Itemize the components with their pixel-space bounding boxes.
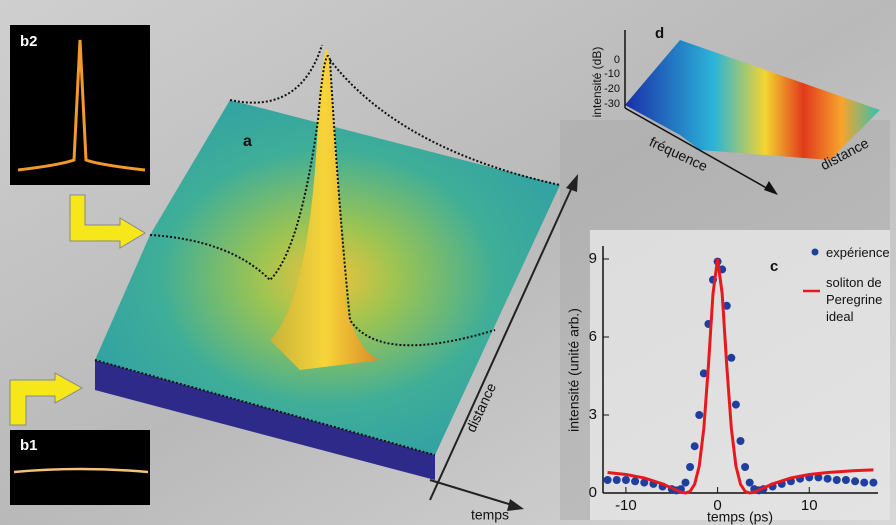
tick-label: -20 (604, 83, 620, 95)
panel-b1 (10, 430, 150, 505)
data-point (832, 476, 841, 484)
arrow (69, 194, 146, 249)
legend-label: expérience (826, 245, 890, 260)
legend-label: soliton de Peregrine ideal (826, 275, 883, 324)
tick-label: -30 (604, 98, 620, 110)
data-point (640, 478, 649, 487)
data-point (727, 353, 736, 362)
waterfall-surface (625, 40, 880, 160)
y-axis-label: intensité (unité arb.) (566, 308, 582, 432)
panel-label: a (243, 133, 252, 150)
dotted-profile (149, 55, 496, 347)
data-point (741, 463, 750, 471)
data-point (823, 474, 832, 483)
axis-arrow (429, 479, 513, 506)
data-point (695, 411, 704, 419)
panel-label: d (655, 25, 664, 42)
y-tick-label: 0 (589, 484, 597, 501)
data-point (814, 473, 823, 482)
arrow (9, 372, 84, 426)
data-point (612, 476, 621, 484)
y-tick-label: 6 (589, 328, 597, 345)
arrowhead (507, 499, 524, 511)
panel-label: c (770, 258, 778, 275)
ideal-curve (607, 258, 874, 495)
data-point (745, 478, 754, 487)
data-point (631, 477, 640, 486)
b1-trace (13, 467, 149, 474)
dotted-edge (94, 44, 561, 456)
data-point (690, 442, 699, 451)
panel-label: b2 (20, 33, 38, 50)
surface-side (95, 360, 435, 480)
axis-arrow (429, 184, 574, 501)
data-point (681, 478, 690, 487)
surface-peak (270, 48, 380, 370)
data-point (603, 476, 612, 484)
legend-swatch (811, 248, 819, 256)
x-axis-label: temps (ps) (707, 509, 773, 525)
axis-label: temps (471, 507, 509, 523)
x-tick-label: -10 (615, 497, 637, 514)
data-point (731, 400, 740, 409)
y-tick-label: 9 (589, 250, 597, 267)
y-tick-label: 3 (589, 406, 597, 423)
data-point (722, 301, 731, 310)
data-point (736, 437, 745, 445)
x-tick-label: 0 (713, 497, 721, 514)
tick-label: 0 (614, 54, 620, 66)
data-point (841, 476, 850, 484)
data-point (686, 463, 695, 471)
axis-label: intensité (dB) (590, 47, 604, 118)
panel-label: b1 (20, 437, 38, 454)
arrowhead (764, 181, 778, 195)
data-point (699, 369, 708, 378)
x-tick-label: 10 (801, 497, 818, 514)
data-point (851, 477, 860, 486)
data-point (621, 476, 630, 484)
data-point (860, 478, 869, 487)
arrowhead (566, 174, 578, 192)
data-point (869, 478, 878, 487)
b2-trace (17, 39, 146, 172)
axis (624, 107, 771, 191)
tick-label: -10 (604, 68, 620, 80)
